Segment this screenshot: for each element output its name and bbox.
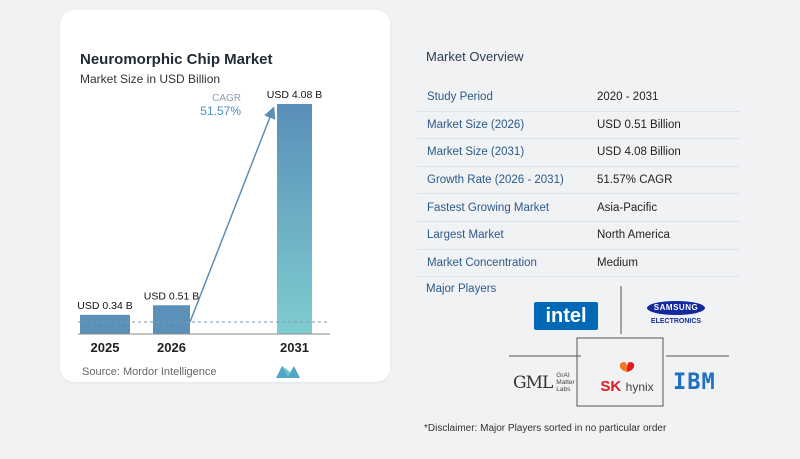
bar-2025 xyxy=(80,314,130,334)
cagr-value: 51.57% xyxy=(200,104,241,118)
sk-mark: SK xyxy=(600,378,622,395)
ibm-logo: IBM xyxy=(673,370,716,395)
source-text: Source: Mordor Intelligence xyxy=(82,366,217,378)
graimatter-mark: GML xyxy=(513,372,553,393)
intel-logo: intel xyxy=(534,302,598,330)
players-grid xyxy=(509,286,729,407)
overview-label: Market Size (2031) xyxy=(417,138,587,167)
overview-row: Study Period 2020 - 2031 xyxy=(417,84,740,112)
overview-row: Market Size (2026) USD 0.51 Billion xyxy=(417,111,740,140)
graimatter-logo: GML GrAI Matter Labs xyxy=(513,372,575,393)
overview-value: 2020 - 2031 xyxy=(587,84,740,112)
overview-value: USD 4.08 Billion xyxy=(587,138,740,167)
x-tick-label: 2026 xyxy=(157,340,186,355)
cagr-label: CAGR xyxy=(212,93,241,104)
overview-row: Market Concentration Medium xyxy=(417,249,740,278)
samsung-wordmark: SAMSUNG xyxy=(647,301,705,315)
x-tick-label: 2025 xyxy=(91,340,120,355)
chart-subtitle: Market Size in USD Billion xyxy=(80,72,221,86)
overview-label: Market Size (2026) xyxy=(417,111,587,140)
overview-row: Largest Market North America xyxy=(417,221,740,250)
mordor-logo-icon xyxy=(276,366,300,378)
overview-row: Market Size (2031) USD 4.08 Billion xyxy=(417,138,740,167)
market-overview-table: Study Period 2020 - 2031 Market Size (2026… xyxy=(417,84,740,278)
chart-title: Neuromorphic Chip Market xyxy=(80,51,273,68)
bar-chart: USD 0.34 B 2025 USD 0.51 B 2026 USD 4.08 B 20… xyxy=(77,89,330,355)
sk-butterfly-icon xyxy=(619,362,635,372)
bar-2031 xyxy=(277,104,312,334)
overview-value: North America xyxy=(587,221,740,250)
overview-label: Market Concentration xyxy=(417,249,587,278)
overview-label: Fastest Growing Market xyxy=(417,193,587,222)
graimatter-text: GrAI Matter Labs xyxy=(556,372,575,393)
bar-2026 xyxy=(153,305,190,334)
samsung-logo: SAMSUNG ELECTRONICS xyxy=(647,301,705,325)
disclaimer-text: *Disclaimer: Major Players sorted in no … xyxy=(424,423,667,434)
overview-value: USD 0.51 Billion xyxy=(587,111,740,140)
bar-value-label: USD 0.51 B xyxy=(144,290,199,302)
bar-value-label: USD 4.08 B xyxy=(267,89,322,101)
hynix-text: hynix xyxy=(625,380,654,394)
overview-label: Study Period xyxy=(417,84,587,112)
x-tick-label: 2031 xyxy=(280,340,309,355)
overview-label: Growth Rate (2026 - 2031) xyxy=(417,166,587,195)
market-overview-title: Market Overview xyxy=(426,49,524,64)
overview-row: Growth Rate (2026 - 2031) 51.57% CAGR xyxy=(417,166,740,195)
sk-hynix-logo: SK hynix xyxy=(588,360,666,396)
overview-label: Largest Market xyxy=(417,221,587,250)
cagr-arrow xyxy=(189,106,276,323)
samsung-subtext: ELECTRONICS xyxy=(650,318,702,325)
overview-value: Asia-Pacific xyxy=(587,193,740,222)
overview-row: Fastest Growing Market Asia-Pacific xyxy=(417,193,740,222)
overview-value: Medium xyxy=(587,249,740,278)
bar-value-label: USD 0.34 B xyxy=(77,300,132,312)
overview-value: 51.57% CAGR xyxy=(587,166,740,195)
major-players-title: Major Players xyxy=(426,283,497,295)
